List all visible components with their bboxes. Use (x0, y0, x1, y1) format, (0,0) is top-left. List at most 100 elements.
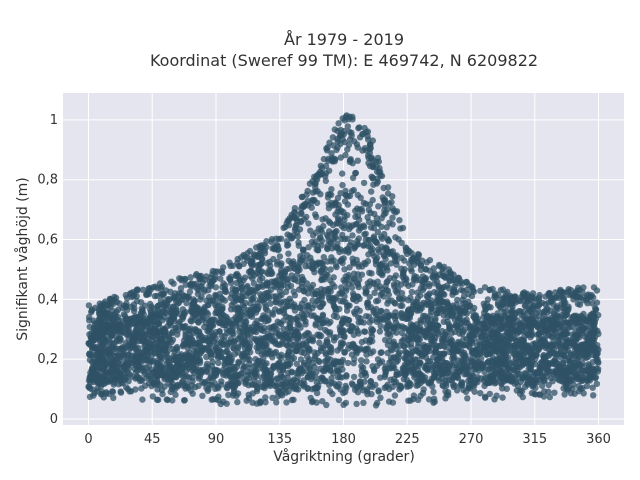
data-point (154, 386, 161, 393)
data-point (407, 397, 414, 404)
data-point (316, 358, 323, 365)
data-point (377, 394, 384, 401)
data-point (309, 337, 317, 345)
data-point (167, 309, 174, 316)
data-point (430, 354, 437, 361)
data-point (269, 394, 276, 401)
data-point (96, 315, 103, 322)
data-point (451, 328, 459, 336)
data-point (205, 301, 212, 309)
data-point (472, 351, 479, 358)
data-point (341, 293, 348, 300)
data-point (152, 283, 159, 290)
data-point (535, 294, 543, 301)
data-point (477, 287, 484, 295)
data-point (317, 290, 324, 297)
data-point (420, 276, 428, 283)
data-point (533, 344, 540, 351)
data-point (97, 356, 105, 363)
data-point (591, 344, 598, 351)
data-point (348, 380, 356, 387)
data-point (283, 266, 290, 273)
data-point (280, 224, 287, 232)
data-point (226, 327, 233, 335)
data-point (241, 363, 248, 371)
data-point (505, 371, 512, 378)
data-point (145, 379, 153, 387)
data-point (370, 233, 378, 240)
data-point (384, 287, 392, 294)
data-point (184, 345, 191, 352)
data-point (390, 207, 397, 214)
data-point (565, 303, 572, 310)
data-point (208, 396, 215, 403)
data-point (455, 274, 463, 282)
data-point (488, 326, 495, 333)
data-point (558, 333, 565, 341)
data-point (553, 304, 561, 312)
data-point (374, 154, 382, 162)
data-point (162, 309, 169, 317)
data-point (525, 345, 532, 352)
data-point (452, 368, 459, 375)
data-point (327, 266, 334, 273)
data-point (350, 290, 357, 297)
data-point (462, 320, 470, 327)
data-point (528, 309, 536, 317)
data-point (394, 285, 402, 293)
data-point (117, 389, 125, 396)
data-point (326, 348, 333, 356)
data-point (337, 339, 345, 346)
data-point (485, 366, 492, 373)
data-point (209, 347, 216, 354)
data-point (279, 387, 286, 395)
data-point (351, 138, 358, 145)
data-point (322, 170, 330, 177)
data-point (578, 312, 585, 320)
data-point (452, 279, 459, 286)
data-point (484, 343, 491, 350)
data-point (379, 271, 386, 279)
data-point (209, 278, 216, 285)
data-point (374, 399, 381, 407)
data-point (339, 259, 346, 267)
data-point (406, 367, 414, 374)
data-point (200, 315, 207, 322)
data-point (332, 334, 340, 341)
data-point (168, 316, 175, 323)
data-point (316, 339, 323, 346)
data-point (244, 330, 251, 338)
data-point (297, 324, 304, 331)
data-point (243, 376, 250, 383)
data-point (470, 288, 478, 295)
data-point (188, 382, 195, 389)
data-point (195, 318, 202, 325)
data-point (429, 383, 436, 390)
data-point (253, 387, 261, 395)
data-point (341, 138, 348, 146)
data-point (344, 359, 352, 367)
data-point (580, 351, 588, 358)
data-point (116, 300, 123, 307)
data-point (425, 396, 433, 403)
data-point (429, 361, 436, 368)
data-point (378, 358, 386, 365)
data-point (169, 397, 176, 404)
data-point (384, 267, 391, 274)
data-point (379, 194, 386, 201)
data-point (589, 331, 597, 338)
data-point (137, 337, 145, 344)
data-point (157, 301, 164, 308)
data-point (311, 269, 318, 276)
data-point (514, 328, 522, 335)
data-point (380, 184, 387, 192)
data-point (121, 369, 128, 377)
data-point (498, 375, 505, 382)
data-point (388, 347, 395, 354)
data-point (110, 381, 117, 388)
data-point (348, 129, 355, 136)
data-point (201, 286, 208, 293)
data-point (413, 298, 420, 305)
data-point (301, 296, 308, 304)
data-point (302, 263, 309, 270)
